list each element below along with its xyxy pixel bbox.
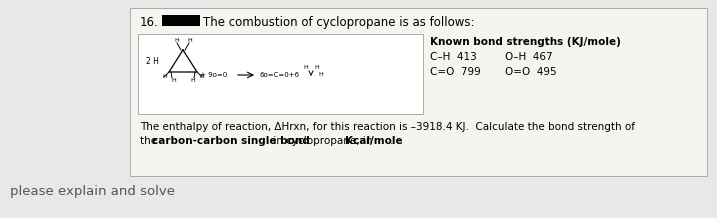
Text: H: H bbox=[303, 65, 308, 70]
Text: H: H bbox=[171, 78, 176, 83]
Bar bbox=[162, 15, 200, 26]
Text: The combustion of cyclopropane is as follows:: The combustion of cyclopropane is as fol… bbox=[203, 16, 475, 29]
Text: O=O  495: O=O 495 bbox=[505, 67, 556, 77]
Text: 6o=C=0+6: 6o=C=0+6 bbox=[259, 72, 299, 78]
Text: O–H  467: O–H 467 bbox=[505, 52, 553, 62]
Text: C–H  413: C–H 413 bbox=[430, 52, 477, 62]
Text: carbon-carbon single bond: carbon-carbon single bond bbox=[152, 136, 310, 146]
Text: + 9o=0: + 9o=0 bbox=[200, 72, 227, 78]
Text: Kcal/mole: Kcal/mole bbox=[345, 136, 403, 146]
Text: The enthalpy of reaction, ΔHrxn, for this reaction is –3918.4 KJ.  Calculate the: The enthalpy of reaction, ΔHrxn, for thi… bbox=[140, 122, 635, 132]
Text: H: H bbox=[187, 38, 191, 43]
Text: 2 H: 2 H bbox=[146, 56, 159, 65]
Text: 16.: 16. bbox=[140, 16, 158, 29]
Text: H: H bbox=[199, 74, 204, 79]
Text: H: H bbox=[318, 73, 323, 78]
Text: in cyclopropane, in: in cyclopropane, in bbox=[270, 136, 376, 146]
Bar bbox=[138, 34, 423, 114]
Text: H: H bbox=[162, 74, 167, 79]
Bar bbox=[130, 8, 707, 176]
Text: .: . bbox=[390, 136, 394, 146]
Text: H: H bbox=[190, 78, 195, 83]
Text: Known bond strengths (KJ/mole): Known bond strengths (KJ/mole) bbox=[430, 37, 621, 47]
Text: H: H bbox=[314, 65, 319, 70]
Text: please explain and solve: please explain and solve bbox=[10, 185, 175, 198]
Text: H: H bbox=[174, 38, 179, 43]
Text: the: the bbox=[140, 136, 161, 146]
Text: C=O  799: C=O 799 bbox=[430, 67, 481, 77]
